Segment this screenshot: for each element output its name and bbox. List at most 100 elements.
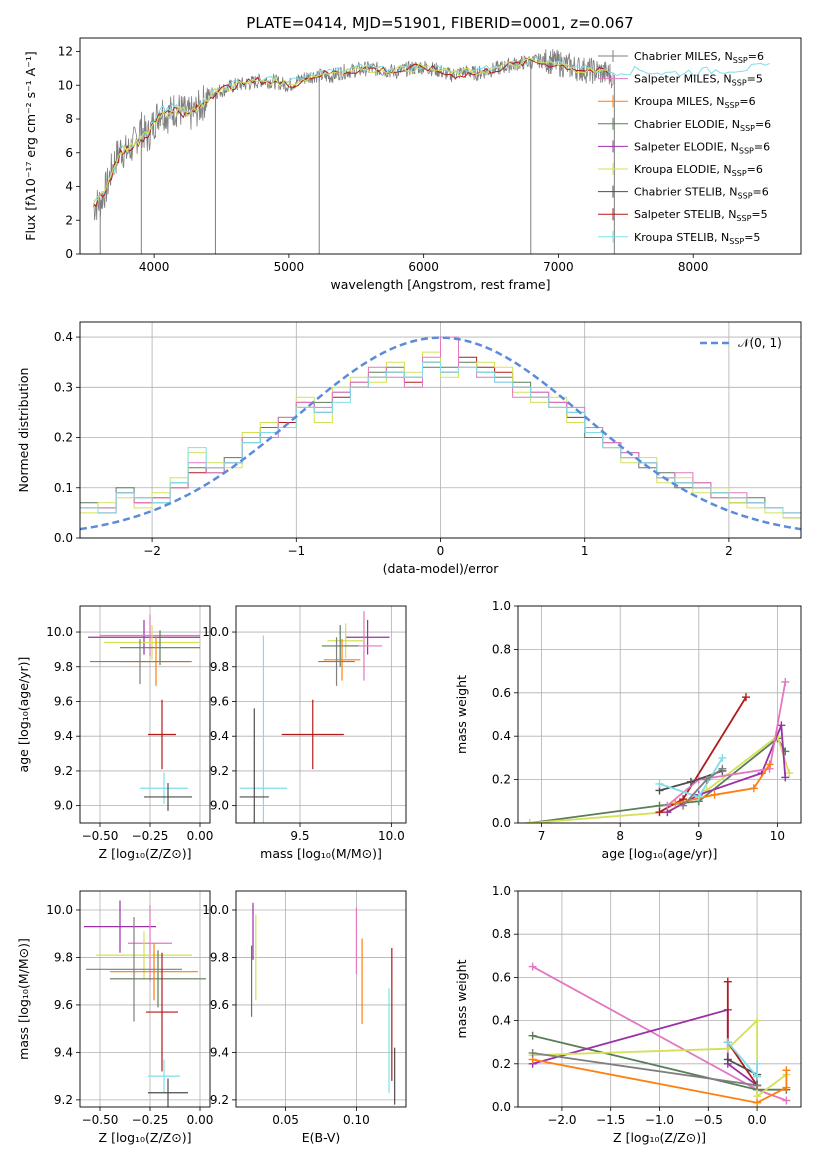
y-axis-label: Flux [fλ10⁻¹⁷ erg cm⁻² s⁻¹ A⁻¹] (23, 51, 38, 240)
y-tick-label: 12 (58, 45, 73, 59)
weight-series (532, 1058, 788, 1104)
y-tick-label: 6 (65, 146, 73, 160)
x-axis-label: E(B-V) (302, 1130, 341, 1145)
weight-series (532, 1052, 758, 1087)
x-tick-label: 9.5 (290, 829, 309, 843)
x-tick-label: −2.0 (547, 1113, 576, 1127)
x-tick-label: 1 (581, 544, 589, 558)
x-tick-label: −0.25 (132, 829, 169, 843)
x-tick-label: 7000 (543, 260, 574, 274)
y-tick-label: 0.6 (492, 686, 511, 700)
chart-mass_vs_Z: −0.50 −0.25 0.00 9.2 9.4 9.6 9.8 10.0 Z [log₁₀(Z… (16, 890, 214, 1145)
x-tick-label: 0 (437, 544, 445, 558)
plot-area (88, 614, 200, 811)
y-tick-label: 9.2 (54, 1093, 73, 1107)
axes-frame (79, 605, 211, 824)
x-axis-label: Z [log₁₀(Z/Z⊙)] (99, 1130, 192, 1145)
y-tick-label: 9.8 (210, 660, 229, 674)
chart-weight_vs_age: 7 8 9 10 0.0 0.2 0.4 0.6 0.8 1.0 age [log₁₀(age/yr… (454, 599, 802, 861)
plot-area (239, 611, 390, 823)
x-tick-label: 8000 (678, 260, 709, 274)
weight-series (529, 737, 787, 823)
x-tick-label: 10 (770, 829, 785, 843)
y-tick-label: 9.2 (210, 1093, 229, 1107)
y-tick-label: 10.0 (46, 625, 73, 639)
x-tick-label: 0.0 (748, 1113, 767, 1127)
x-axis-label: Z [log₁₀(Z/Z⊙)] (613, 1130, 706, 1145)
y-tick-label: 0.1 (54, 481, 73, 495)
chart-weight_vs_Z: −2.0 −1.5 −1.0 −0.5 0.0 0.0 0.2 0.4 0.6 0.8 1.0 Z [… (454, 884, 802, 1145)
weight-series (675, 763, 771, 805)
x-tick-label: −1 (287, 544, 305, 558)
x-tick-label: 0.00 (187, 1113, 214, 1127)
y-tick-label: 9.4 (54, 1045, 73, 1059)
y-axis-label: mass [log₁₀(M/M⊙)] (16, 938, 31, 1060)
y-tick-label: 9.0 (210, 799, 229, 813)
x-tick-label: 6000 (408, 260, 439, 274)
plot-area (250, 902, 396, 1105)
y-tick-label: 0.4 (492, 729, 511, 743)
y-tick-label: 0.0 (54, 531, 73, 545)
x-axis-label: mass [log₁₀(M/M⊙)] (260, 846, 382, 861)
axes-frame (235, 605, 407, 824)
figure-title: PLATE=0414, MJD=51901, FIBERID=0001, z=0… (246, 14, 633, 32)
series-model-spectrum (93, 57, 608, 205)
y-tick-label: 1.0 (492, 884, 511, 898)
y-axis-label: Normed distribution (16, 368, 31, 493)
y-tick-label: 9.8 (210, 950, 229, 964)
y-tick-label: 10.0 (202, 903, 229, 917)
legend-label: Chabrier ELODIE, NSSP=6 (634, 118, 771, 133)
axes-frame (79, 37, 802, 255)
axes-frame (79, 321, 802, 539)
weight-series (532, 1008, 758, 1087)
plot-area (528, 962, 791, 1107)
legend-label: Salpeter ELODIE, NSSP=6 (634, 140, 770, 155)
y-tick-label: 0.2 (492, 773, 511, 787)
y-tick-label: 0 (65, 247, 73, 261)
legend-label: Kroupa ELODIE, NSSP=6 (634, 163, 763, 178)
x-tick-label: −1.0 (645, 1113, 674, 1127)
x-tick-label: 9 (695, 829, 703, 843)
plot-area (93, 48, 770, 254)
axes-frame (517, 890, 802, 1108)
y-tick-label: 9.8 (54, 950, 73, 964)
y-tick-label: 0.2 (492, 1057, 511, 1071)
y-tick-label: 8 (65, 112, 73, 126)
y-tick-label: 0.6 (492, 970, 511, 984)
legend-label: Kroupa MILES, NSSP=6 (634, 95, 756, 110)
plot-area (80, 336, 801, 538)
y-tick-label: 0.2 (54, 431, 73, 445)
y-tick-label: 0.8 (492, 927, 511, 941)
x-tick-label: −0.50 (82, 829, 119, 843)
y-tick-label: 0.4 (492, 1014, 511, 1028)
y-tick-label: 10.0 (46, 903, 73, 917)
legend-label: Chabrier STELIB, NSSP=6 (634, 186, 769, 201)
series-model-spectrum (93, 57, 609, 208)
chart-mass_vs_ebv: 0.05 0.10 9.2 9.4 9.6 9.8 10.0 E(B-V) (202, 890, 407, 1145)
legend-label: 𝒩(0, 1) (738, 336, 782, 350)
x-tick-label: −2 (143, 544, 161, 558)
legend-label: Salpeter STELIB, NSSP=5 (634, 208, 768, 223)
y-tick-label: 9.6 (210, 694, 229, 708)
y-tick-label: 9.2 (54, 764, 73, 778)
x-tick-label: 0.05 (272, 1113, 299, 1127)
legend-label: Salpeter MILES, NSSP=5 (634, 73, 763, 88)
y-axis-label: mass weight (454, 675, 469, 754)
y-tick-label: 0.4 (54, 330, 73, 344)
axes-frame (235, 890, 407, 1108)
x-tick-label: 0.10 (343, 1113, 370, 1127)
x-axis-label: (data-model)/error (383, 561, 500, 576)
y-tick-label: 0.3 (54, 380, 73, 394)
y-tick-label: 9.2 (210, 764, 229, 778)
y-tick-label: 9.4 (210, 1045, 229, 1059)
y-tick-label: 0.8 (492, 642, 511, 656)
chart-spectrum: 4000 5000 6000 7000 8000 0 2 4 6 8 10 12 wavelength … (23, 37, 802, 292)
y-tick-label: 10 (58, 78, 73, 92)
y-tick-label: 9.6 (54, 694, 73, 708)
x-tick-label: 5000 (274, 260, 305, 274)
x-tick-label: −1.5 (596, 1113, 625, 1127)
x-tick-label: 4000 (139, 260, 170, 274)
chart-residuals: −2 −1 0 1 2 0.0 0.1 0.2 0.3 0.4 (data-model)/error… (16, 321, 802, 576)
y-tick-label: 9.8 (54, 660, 73, 674)
y-tick-label: 10.0 (202, 625, 229, 639)
